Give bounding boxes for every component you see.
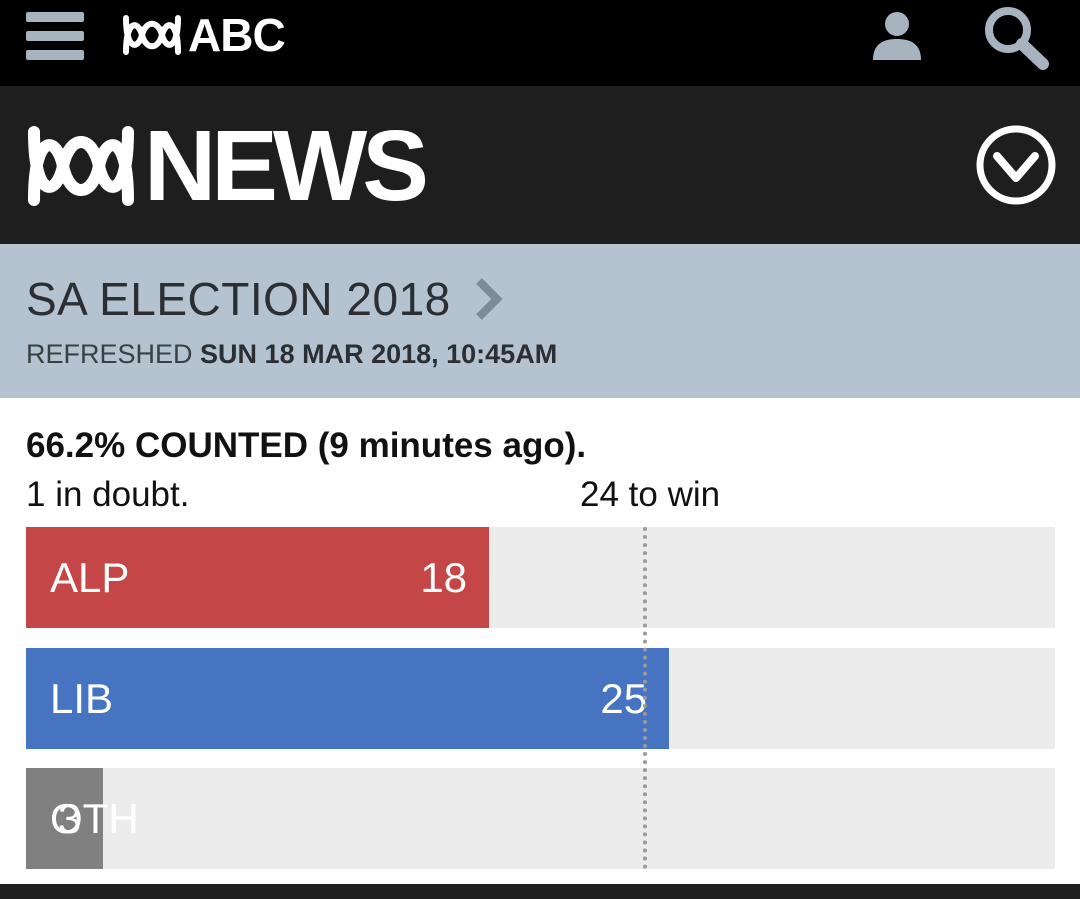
party-bar: OTH 3	[26, 768, 139, 869]
party-name: ALP	[50, 554, 130, 601]
party-row-lib: LIB 25	[26, 648, 1055, 749]
party-bar: ALP 18	[26, 527, 490, 628]
abc-wordmark: ABC	[188, 9, 286, 61]
abc-lissajous-icon	[28, 126, 134, 206]
footer-strip	[0, 884, 1080, 899]
abc-news-logo[interactable]: NEWS	[26, 110, 429, 222]
to-win-label: 24 to win	[580, 475, 721, 514]
chevron-right-icon	[475, 278, 503, 320]
election-header[interactable]: SA ELECTION 2018 REFRESHED SUN 18 MAR 20…	[0, 244, 1080, 398]
refreshed-timestamp: REFRESHED SUN 18 MAR 2018, 10:45AM	[26, 338, 557, 370]
hamburger-menu-icon[interactable]	[26, 12, 84, 60]
news-wordmark: NEWS	[144, 110, 429, 222]
election-title: SA ELECTION 2018	[26, 273, 451, 325]
refreshed-label: REFRESHED	[26, 339, 193, 369]
party-name: OTH	[50, 795, 139, 842]
chevron-down-circle-icon[interactable]	[975, 124, 1057, 206]
party-row-alp: ALP 18	[26, 527, 1055, 628]
party-name: LIB	[50, 675, 114, 722]
party-seats: 3	[57, 795, 82, 842]
majority-line	[643, 527, 648, 869]
search-icon[interactable]	[980, 2, 1052, 72]
refreshed-time: SUN 18 MAR 2018, 10:45AM	[200, 339, 558, 369]
user-icon[interactable]	[870, 10, 924, 62]
election-title-link[interactable]: SA ELECTION 2018	[26, 272, 505, 326]
abc-lissajous-icon	[123, 15, 181, 55]
news-header: NEWS	[0, 86, 1080, 244]
abc-logo[interactable]: ABC	[122, 9, 286, 61]
party-bar: LIB 25	[26, 648, 670, 749]
party-seats: 25	[600, 675, 648, 722]
counted-status: 66.2% COUNTED (9 minutes ago).	[26, 426, 587, 465]
top-bar: ABC	[0, 0, 1080, 86]
in-doubt-status: 1 in doubt.	[26, 475, 190, 514]
party-row-oth: OTH 3	[26, 768, 1055, 869]
party-seats: 18	[420, 554, 468, 601]
